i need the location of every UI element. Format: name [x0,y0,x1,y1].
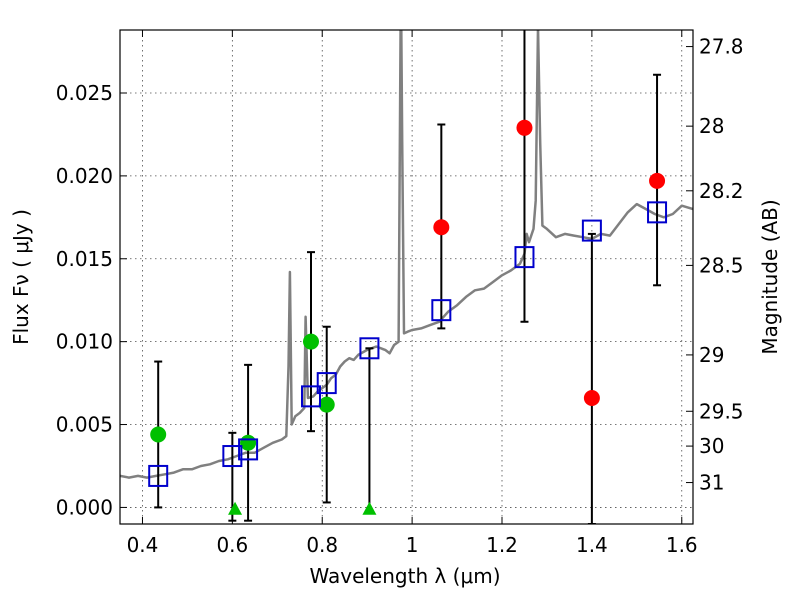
x-tick-label: 1.4 [576,533,608,557]
red-circle-point [516,119,533,136]
y2-tick-label: 28.5 [699,253,744,277]
green-triangle-point [362,501,377,515]
x-tick-label: 0.6 [216,533,248,557]
x-tick-label: 1.6 [666,533,698,557]
model-spectrum-layer [120,30,693,479]
y-tick-label: 0.005 [56,413,113,437]
y2-tick-label: 28.2 [699,179,744,203]
grid-layer [120,30,693,524]
y2-tick-label: 31 [699,471,724,495]
open-square-point [301,385,321,408]
y-tick-label: 0.000 [56,495,113,519]
green-circle-point [240,434,257,451]
red-circle-point [583,390,600,407]
x-tick-label: 1.2 [486,533,518,557]
y2-tick-label: 30 [699,434,724,458]
marker-layer [148,119,668,515]
y-axis-label: Flux Fν ( μJy ) [9,209,33,345]
x-tick-label: 0.4 [127,533,159,557]
x-tick-label: 0.8 [306,533,338,557]
open-square-point [647,201,668,224]
green-circle-point [318,396,335,413]
open-square-point [222,445,243,468]
plot-frame [119,29,694,525]
model-spectrum-line [120,30,693,479]
y-tick-label: 0.015 [56,247,113,271]
open-square-point [431,299,452,322]
red-circle-point [649,172,666,189]
tick-layer: 0.4 0.6 0.8 1 1.2 1.4 1.6 0.000 0.005 0.010 0.015 0… [56,30,744,557]
green-circle-point [150,426,167,443]
errorbar-layer [154,30,662,524]
y2-tick-label: 29 [699,343,724,367]
x-tick-label: 1 [406,533,419,557]
open-square-point [581,219,602,242]
y-tick-label: 0.025 [56,81,113,105]
open-square-point [148,464,169,487]
open-square-point [238,438,259,461]
y2-tick-label: 28 [699,114,724,138]
open-square-point [316,372,337,395]
open-square-point [359,337,380,360]
y-tick-label: 0.020 [56,164,113,188]
y2-axis-label: Magnitude (AB) [758,199,782,354]
green-triangle-point [228,501,243,515]
y2-tick-label: 29.5 [699,399,744,423]
green-circle-point [303,333,319,350]
y2-tick-label: 27.8 [699,35,744,59]
open-square-point [514,246,535,269]
y-tick-label: 0.010 [56,330,113,354]
x-axis-label: Wavelength λ (μm) [309,564,500,588]
red-circle-point [433,219,450,236]
